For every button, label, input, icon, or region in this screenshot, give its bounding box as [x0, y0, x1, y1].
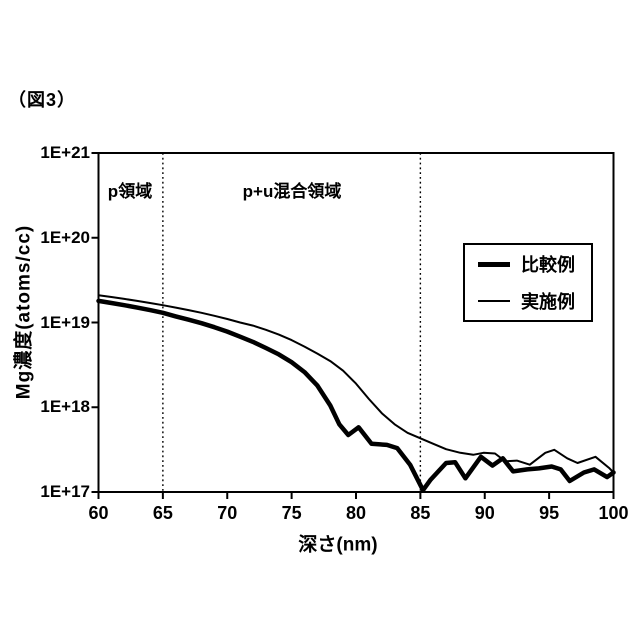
thick-line-swatch [478, 261, 510, 267]
x-tick-label: 95 [539, 503, 560, 523]
y-tick-label: 1E+17 [40, 482, 90, 501]
x-axis-title: 深さ(nm) [298, 534, 378, 556]
legend-label-working: 実施例 [521, 292, 575, 312]
plot-border [97, 152, 615, 493]
x-tick-label: 65 [152, 503, 173, 523]
legend-item-comparative-example: 比較例 [478, 251, 591, 277]
x-tick-label: 100 [598, 503, 629, 523]
region-annotation-p: p領域 [107, 182, 153, 201]
legend-item-working-example: 実施例 [478, 288, 591, 314]
region-annotation-p-u-mixed: p+u混合領域 [242, 182, 342, 201]
series-line-working [97, 294, 615, 474]
y-tick-label: 1E+19 [40, 312, 90, 332]
legend-label-comparative: 比較例 [521, 255, 575, 275]
y-tick-label: 1E+20 [40, 227, 90, 247]
x-tick-label: 80 [345, 503, 367, 523]
y-tick-label: 1E+18 [40, 397, 90, 417]
x-tick-label: 85 [410, 503, 431, 523]
x-tick-label: 75 [281, 503, 302, 523]
x-tick-label: 90 [474, 503, 495, 523]
thin-line-swatch [478, 300, 510, 302]
y-tick-label: 1E+21 [40, 143, 90, 162]
legend: 比較例 実施例 [463, 243, 593, 322]
figure-label: （図3） [8, 90, 77, 110]
series-line-comparative [96, 298, 616, 493]
x-tick-label: 60 [88, 503, 109, 523]
x-tick-label: 70 [217, 503, 238, 523]
